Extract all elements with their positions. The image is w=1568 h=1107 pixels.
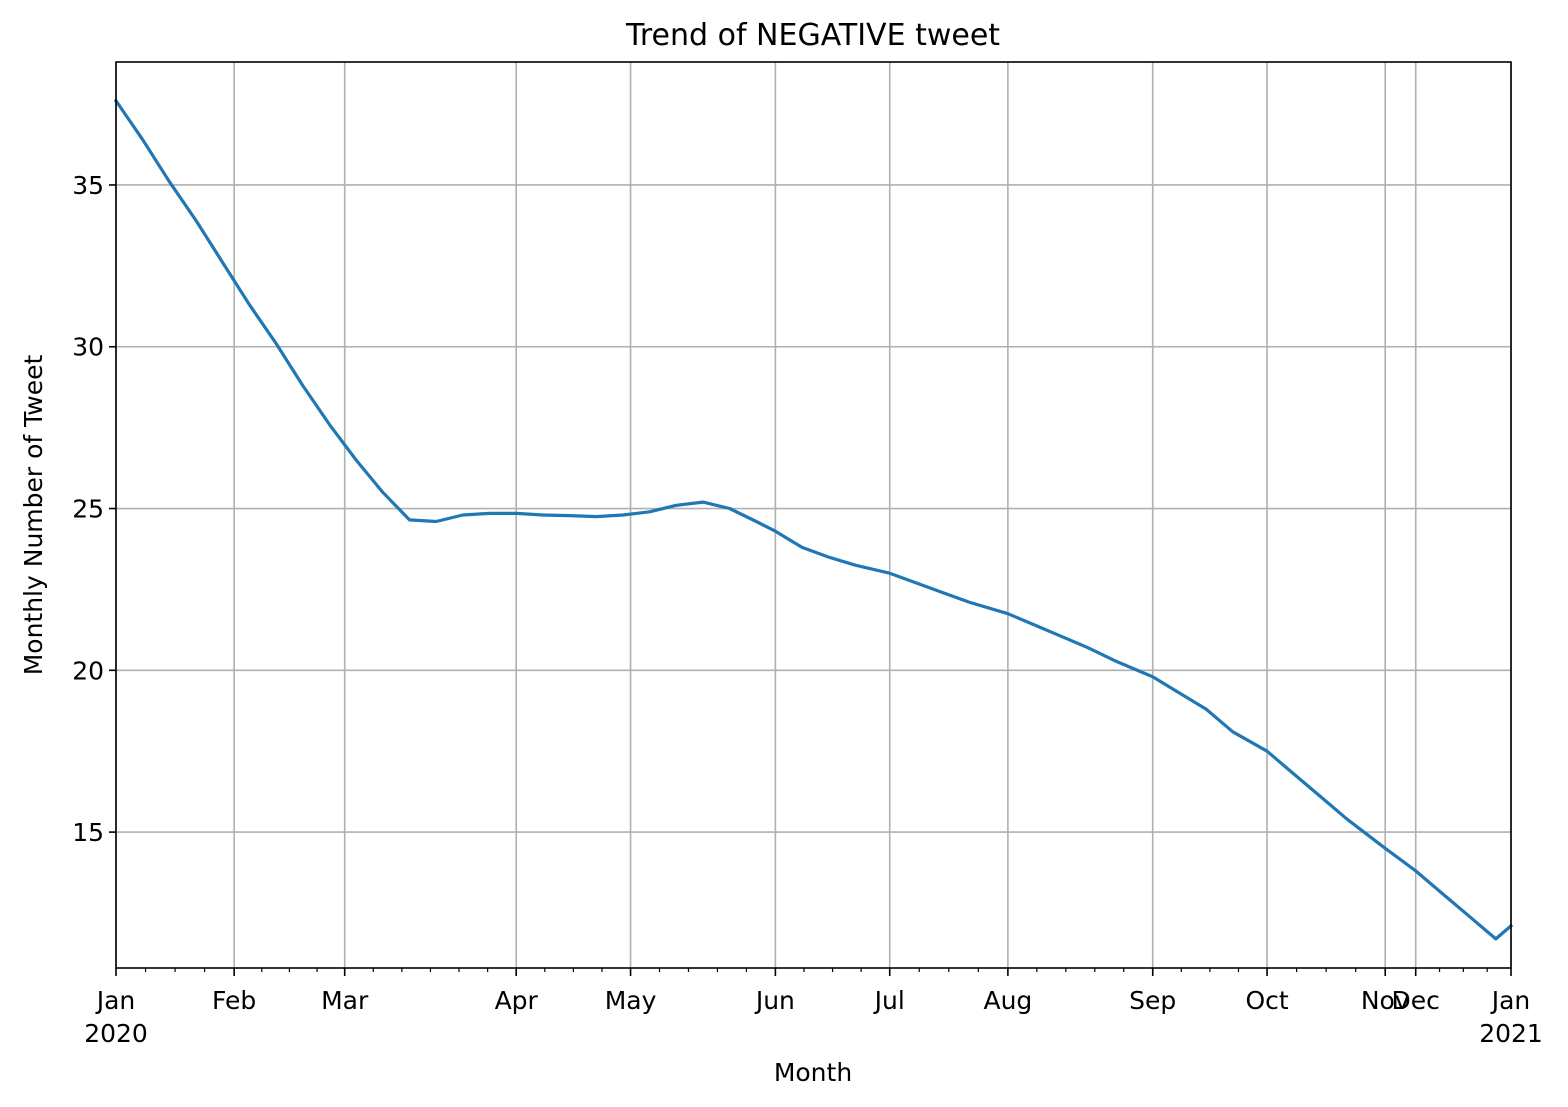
y-tick-label: 30 bbox=[72, 333, 104, 362]
y-axis-label: Monthly Number of Tweet bbox=[19, 355, 48, 676]
y-tick-label: 25 bbox=[72, 495, 104, 524]
x-tick-label: Jan bbox=[95, 986, 136, 1015]
x-axis-ticks: Jan 2020 Feb Mar Apr May Jun Jul Aug Sep Oct NovDec… bbox=[84, 968, 1543, 1048]
x-tick-year-label: 2020 bbox=[84, 1019, 148, 1048]
y-tick-label: 35 bbox=[72, 171, 104, 200]
x-tick-label: Jun bbox=[754, 986, 795, 1015]
x-tick-label: Aug bbox=[983, 986, 1032, 1015]
y-axis-ticks: 15 20 25 30 35 bbox=[72, 171, 116, 847]
y-tick-label: 20 bbox=[72, 656, 104, 685]
chart-title: Trend of NEGATIVE tweet bbox=[625, 18, 1000, 53]
plot-frame bbox=[115, 61, 1512, 969]
series-line bbox=[113, 98, 1514, 941]
x-tick-year-label: 2021 bbox=[1479, 1019, 1543, 1048]
series-layer bbox=[113, 98, 1514, 941]
x-tick-label: Apr bbox=[495, 986, 539, 1015]
x-tick-label: Sep bbox=[1129, 986, 1176, 1015]
x-tick-label: Dec bbox=[1392, 986, 1440, 1015]
y-tick-label: 15 bbox=[72, 818, 104, 847]
x-tick-label: May bbox=[605, 986, 657, 1015]
x-axis-label: Month bbox=[774, 1058, 852, 1087]
x-tick-label: Jul bbox=[873, 986, 905, 1015]
x-tick-label: Jan bbox=[1490, 986, 1531, 1015]
x-tick-label: Nov bbox=[1361, 986, 1410, 1015]
x-tick-label: Mar bbox=[321, 986, 369, 1015]
x-tick-label: Oct bbox=[1245, 986, 1288, 1015]
x-tick-label: Feb bbox=[212, 986, 256, 1015]
